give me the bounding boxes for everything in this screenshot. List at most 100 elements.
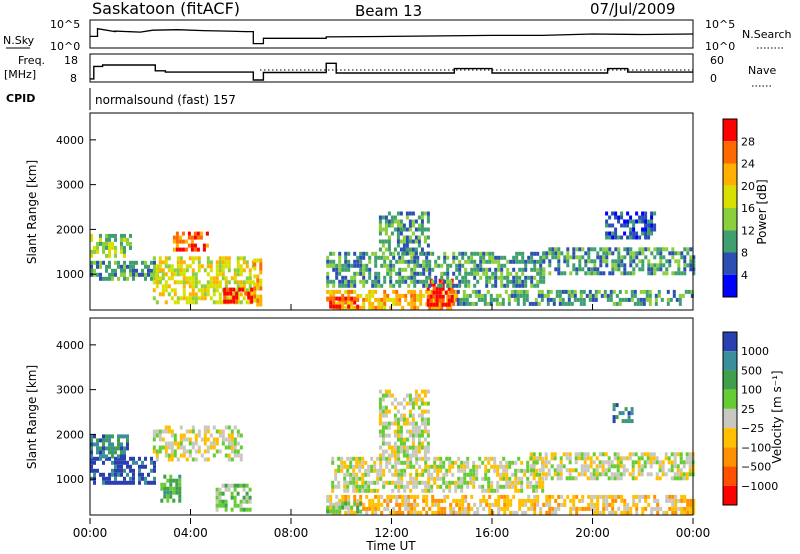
power-cells-cell-339 [224,256,228,261]
vel-cells-cell-642 [575,510,579,515]
vel-cells-cell-341 [245,491,249,496]
vel-cells-cell-742 [674,502,678,507]
vel-cells-cell-1436 [577,452,581,457]
power-cells-cell-747 [368,255,372,260]
power-cells-cell-1288 [579,289,583,294]
power-cells-cell-219 [176,264,180,269]
vel-cells-cell-1533 [640,456,644,461]
vel-cells-cell-1602 [688,456,692,461]
power-cells-cell-749 [368,267,372,272]
power-cells-cell-15 [102,276,105,281]
vel-cells-cell-124 [108,446,111,451]
vel-cells-cell-130 [111,454,114,459]
power-cells-cell-528 [383,305,387,310]
power-cells-cell-439 [253,266,257,271]
vel-cells-cell-665 [599,494,603,499]
vel-cells-cell-1201 [381,393,385,398]
vel-cells-cell-836 [352,488,356,493]
power-cells-cell-218 [176,260,180,265]
vel-cells-cell-1133 [511,472,515,477]
vel-cells-cell-726 [656,510,660,515]
power-cells-cell-612 [338,296,342,301]
power-cells-cell-504 [365,293,369,298]
power-cells-cell-1391 [557,271,561,276]
vel-cells-cell-1625 [627,415,631,420]
vel-cells-cell-854 [361,464,365,469]
vel-cells-cell-1576 [673,456,677,461]
vel-cells-cell-220 [191,457,195,462]
power-cells-cell-817 [407,283,411,288]
vel-cells-cell-1209 [381,433,385,438]
power-cells-cell-1604 [620,211,624,216]
vel-cells-cell-1327 [417,405,421,410]
vel-cells-cell-776 [338,501,342,506]
power-cells-cell-534 [392,297,396,302]
vel-cells-cell-1352 [423,421,427,426]
vel-cells-cell-553 [485,502,489,507]
power-cells-cell-1465 [611,267,615,272]
vel-cells-cell-284 [233,441,237,446]
power-cells-cell-129 [172,247,176,252]
power-cells-cell-1030 [521,279,525,284]
power-cells-cell-665 [326,255,330,260]
vel-cells-cell-131 [114,446,117,451]
power-cells-cell-1548 [668,263,672,268]
power-cells-cell-1640 [644,223,648,228]
vel-cells-cell-950 [412,476,416,481]
vel-cells-cell-483 [413,506,417,511]
vel-cells-cell-1603 [688,460,692,465]
power-cells-cell-1601 [617,215,621,220]
power-cells-cell-349 [227,256,231,261]
power-cells-cell-1159 [414,251,418,256]
power-cells-cell-991 [500,279,504,284]
vel-cells-cell-331 [239,483,243,488]
power-cells-cell-993 [503,255,507,260]
power-cells-cell-561 [416,305,420,310]
vel-cells-cell-1461 [592,460,596,465]
power-cells-cell-850 [425,255,429,260]
vel-cells-cell-430 [371,506,375,511]
power-cells-cell-1554 [674,259,678,264]
power-cells-cell-1573 [689,247,693,252]
power-cells-cell-1048 [533,251,537,256]
power-cells-cell-1002 [506,283,510,288]
vel-cells-cell-1264 [399,425,403,430]
power-cells-cell-289 [203,292,207,297]
vel-cells-cell-349 [160,482,164,487]
vel-cells-cell-971 [424,464,428,469]
vel-cells-cell-1057 [466,484,470,489]
power-cells-cell-1107 [393,247,397,252]
power-cells-cell-144 [187,235,191,240]
vel-cells-cell-297 [215,487,219,492]
vel-cells-cell-773 [335,501,339,506]
vel-cells-cell-702 [632,498,636,503]
power-cells-cell-1355 [672,289,676,294]
power-cells-cell-380 [239,272,243,277]
vel-cells-cell-1234 [390,401,394,406]
power-cells-cell-1588 [608,215,612,220]
power-cells-cell-924 [467,271,471,276]
vel-cells-cell-753 [683,506,687,511]
power-cells-cell-1543 [665,259,669,264]
power-cells-cell-1198 [468,301,472,306]
power-cells-cell-632 [432,286,436,291]
vel-cells-cell-1449 [583,472,587,477]
power-cells-cell-148 [190,243,194,248]
power-cells-cell-1342 [648,293,652,298]
vel-cells-cell-218 [191,441,195,446]
power-cells-cell-1477 [620,255,624,260]
power-cells-cell-856 [425,283,429,288]
power-cells-cell-591 [446,305,450,310]
power-cells-cell-783 [389,267,393,272]
power-cells-cell-160 [202,247,206,252]
vel-cells-cell-1049 [463,472,467,477]
power-cells-cell-551 [410,297,414,302]
vel-cells-cell-242 [206,445,210,450]
vel-cells-cell-1202 [381,397,385,402]
vel-cbar-swatch-5 [723,428,737,448]
power-cells-cell-46 [132,260,135,265]
power-cells-cell-1490 [629,251,633,256]
power-cells-cell-988 [500,267,504,272]
vel-cells-cell-1047 [463,464,467,469]
vel-cells-cell-398 [341,494,345,499]
